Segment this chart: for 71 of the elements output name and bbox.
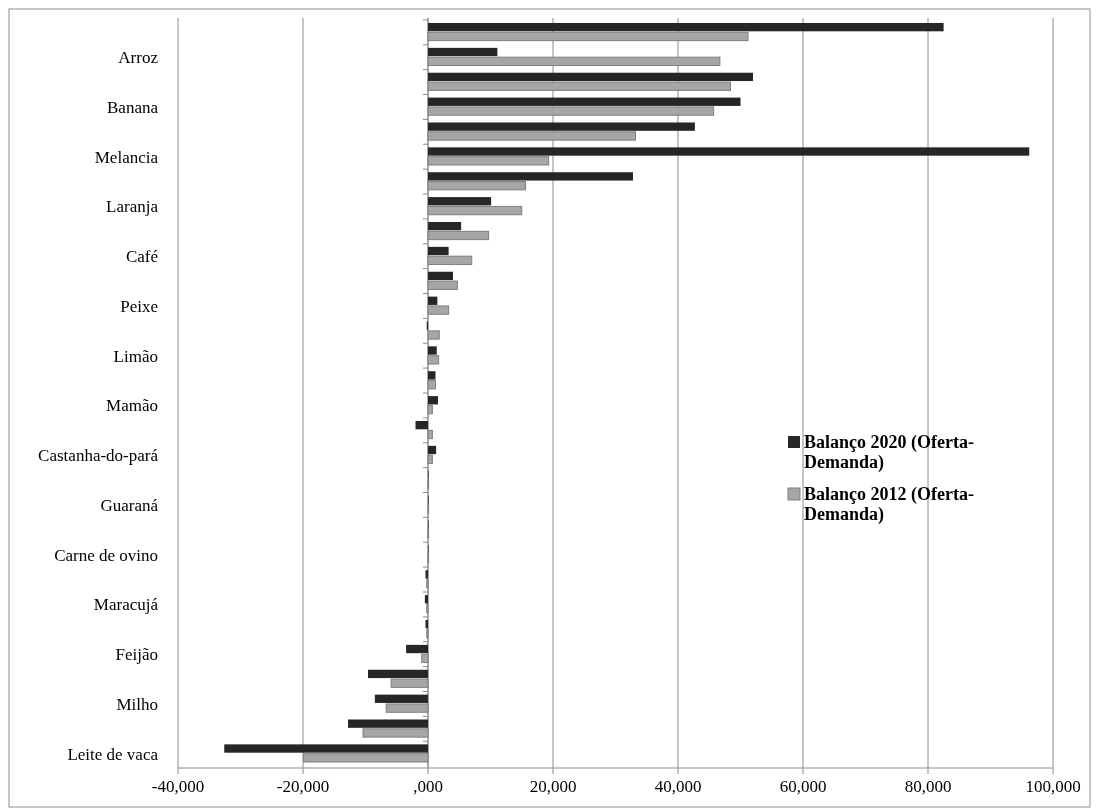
bar	[427, 330, 440, 340]
bar	[427, 404, 433, 415]
bar	[428, 172, 633, 181]
y-tick-label: Guaraná	[100, 495, 159, 515]
y-tick-label: Leite de vaca	[67, 744, 159, 764]
bar	[385, 703, 429, 713]
bar	[427, 56, 721, 67]
y-tick-label: Peixe	[120, 296, 158, 316]
y-tick-label: Melancia	[94, 147, 159, 167]
bar	[428, 346, 437, 355]
bar	[406, 644, 428, 654]
bar	[427, 429, 433, 440]
bar	[427, 31, 749, 42]
bar	[428, 371, 436, 380]
bar	[427, 156, 550, 166]
y-tick-label: Limão	[113, 346, 158, 366]
bar	[428, 271, 453, 281]
y-tick-label: Maracujá	[93, 595, 159, 615]
bar	[428, 221, 462, 231]
bar	[428, 445, 437, 455]
bar	[428, 147, 1030, 156]
bar	[224, 744, 428, 753]
y-tick-label: Café	[125, 247, 158, 267]
bar	[428, 47, 498, 57]
bar	[390, 678, 429, 688]
y-tick-label: Mamão	[106, 396, 158, 416]
bar	[427, 355, 440, 365]
bar	[362, 728, 429, 738]
bar	[428, 97, 741, 106]
bar	[427, 205, 523, 216]
legend-label: Balanço 2020 (Oferta-Demanda)	[804, 432, 974, 473]
bar	[348, 719, 428, 728]
bar	[428, 396, 438, 405]
x-tick-label: ,000	[413, 777, 443, 796]
bar	[428, 296, 438, 305]
bar	[374, 694, 428, 703]
bar	[427, 81, 731, 91]
y-tick-label: Banana	[107, 97, 159, 117]
bar	[428, 197, 492, 206]
x-tick-label: 100,000	[1025, 777, 1081, 796]
bar	[427, 255, 473, 266]
bar	[428, 246, 449, 256]
bar	[427, 280, 458, 290]
bar	[427, 380, 436, 390]
x-tick-label: -20,000	[276, 777, 330, 796]
bar	[427, 454, 433, 465]
y-tick-label: Carne de ovino	[54, 545, 158, 565]
x-tick-label: 60,000	[779, 777, 827, 796]
y-tick-label: Feijão	[115, 645, 158, 665]
bar	[427, 106, 715, 116]
bar	[428, 72, 753, 82]
bar	[427, 131, 636, 141]
y-tick-label: Milho	[116, 694, 158, 714]
bar	[303, 753, 429, 763]
x-tick-label: 80,000	[904, 777, 952, 796]
bar	[428, 22, 944, 32]
x-tick-label: 40,000	[654, 777, 702, 796]
bar	[427, 305, 450, 315]
legend-label: Balanço 2012 (Oferta-Demanda)	[804, 484, 974, 525]
bar	[415, 420, 428, 430]
y-tick-label: Laranja	[106, 197, 159, 217]
bar	[368, 669, 428, 679]
y-tick-label: Castanha-do-pará	[38, 446, 159, 466]
bar	[421, 653, 429, 664]
y-tick-label: Arroz	[118, 48, 159, 68]
bar	[427, 181, 526, 191]
x-tick-label: -40,000	[151, 777, 205, 796]
bar	[428, 122, 695, 131]
bar	[427, 230, 490, 241]
bar	[424, 595, 428, 604]
x-tick-label: 20,000	[529, 777, 577, 796]
